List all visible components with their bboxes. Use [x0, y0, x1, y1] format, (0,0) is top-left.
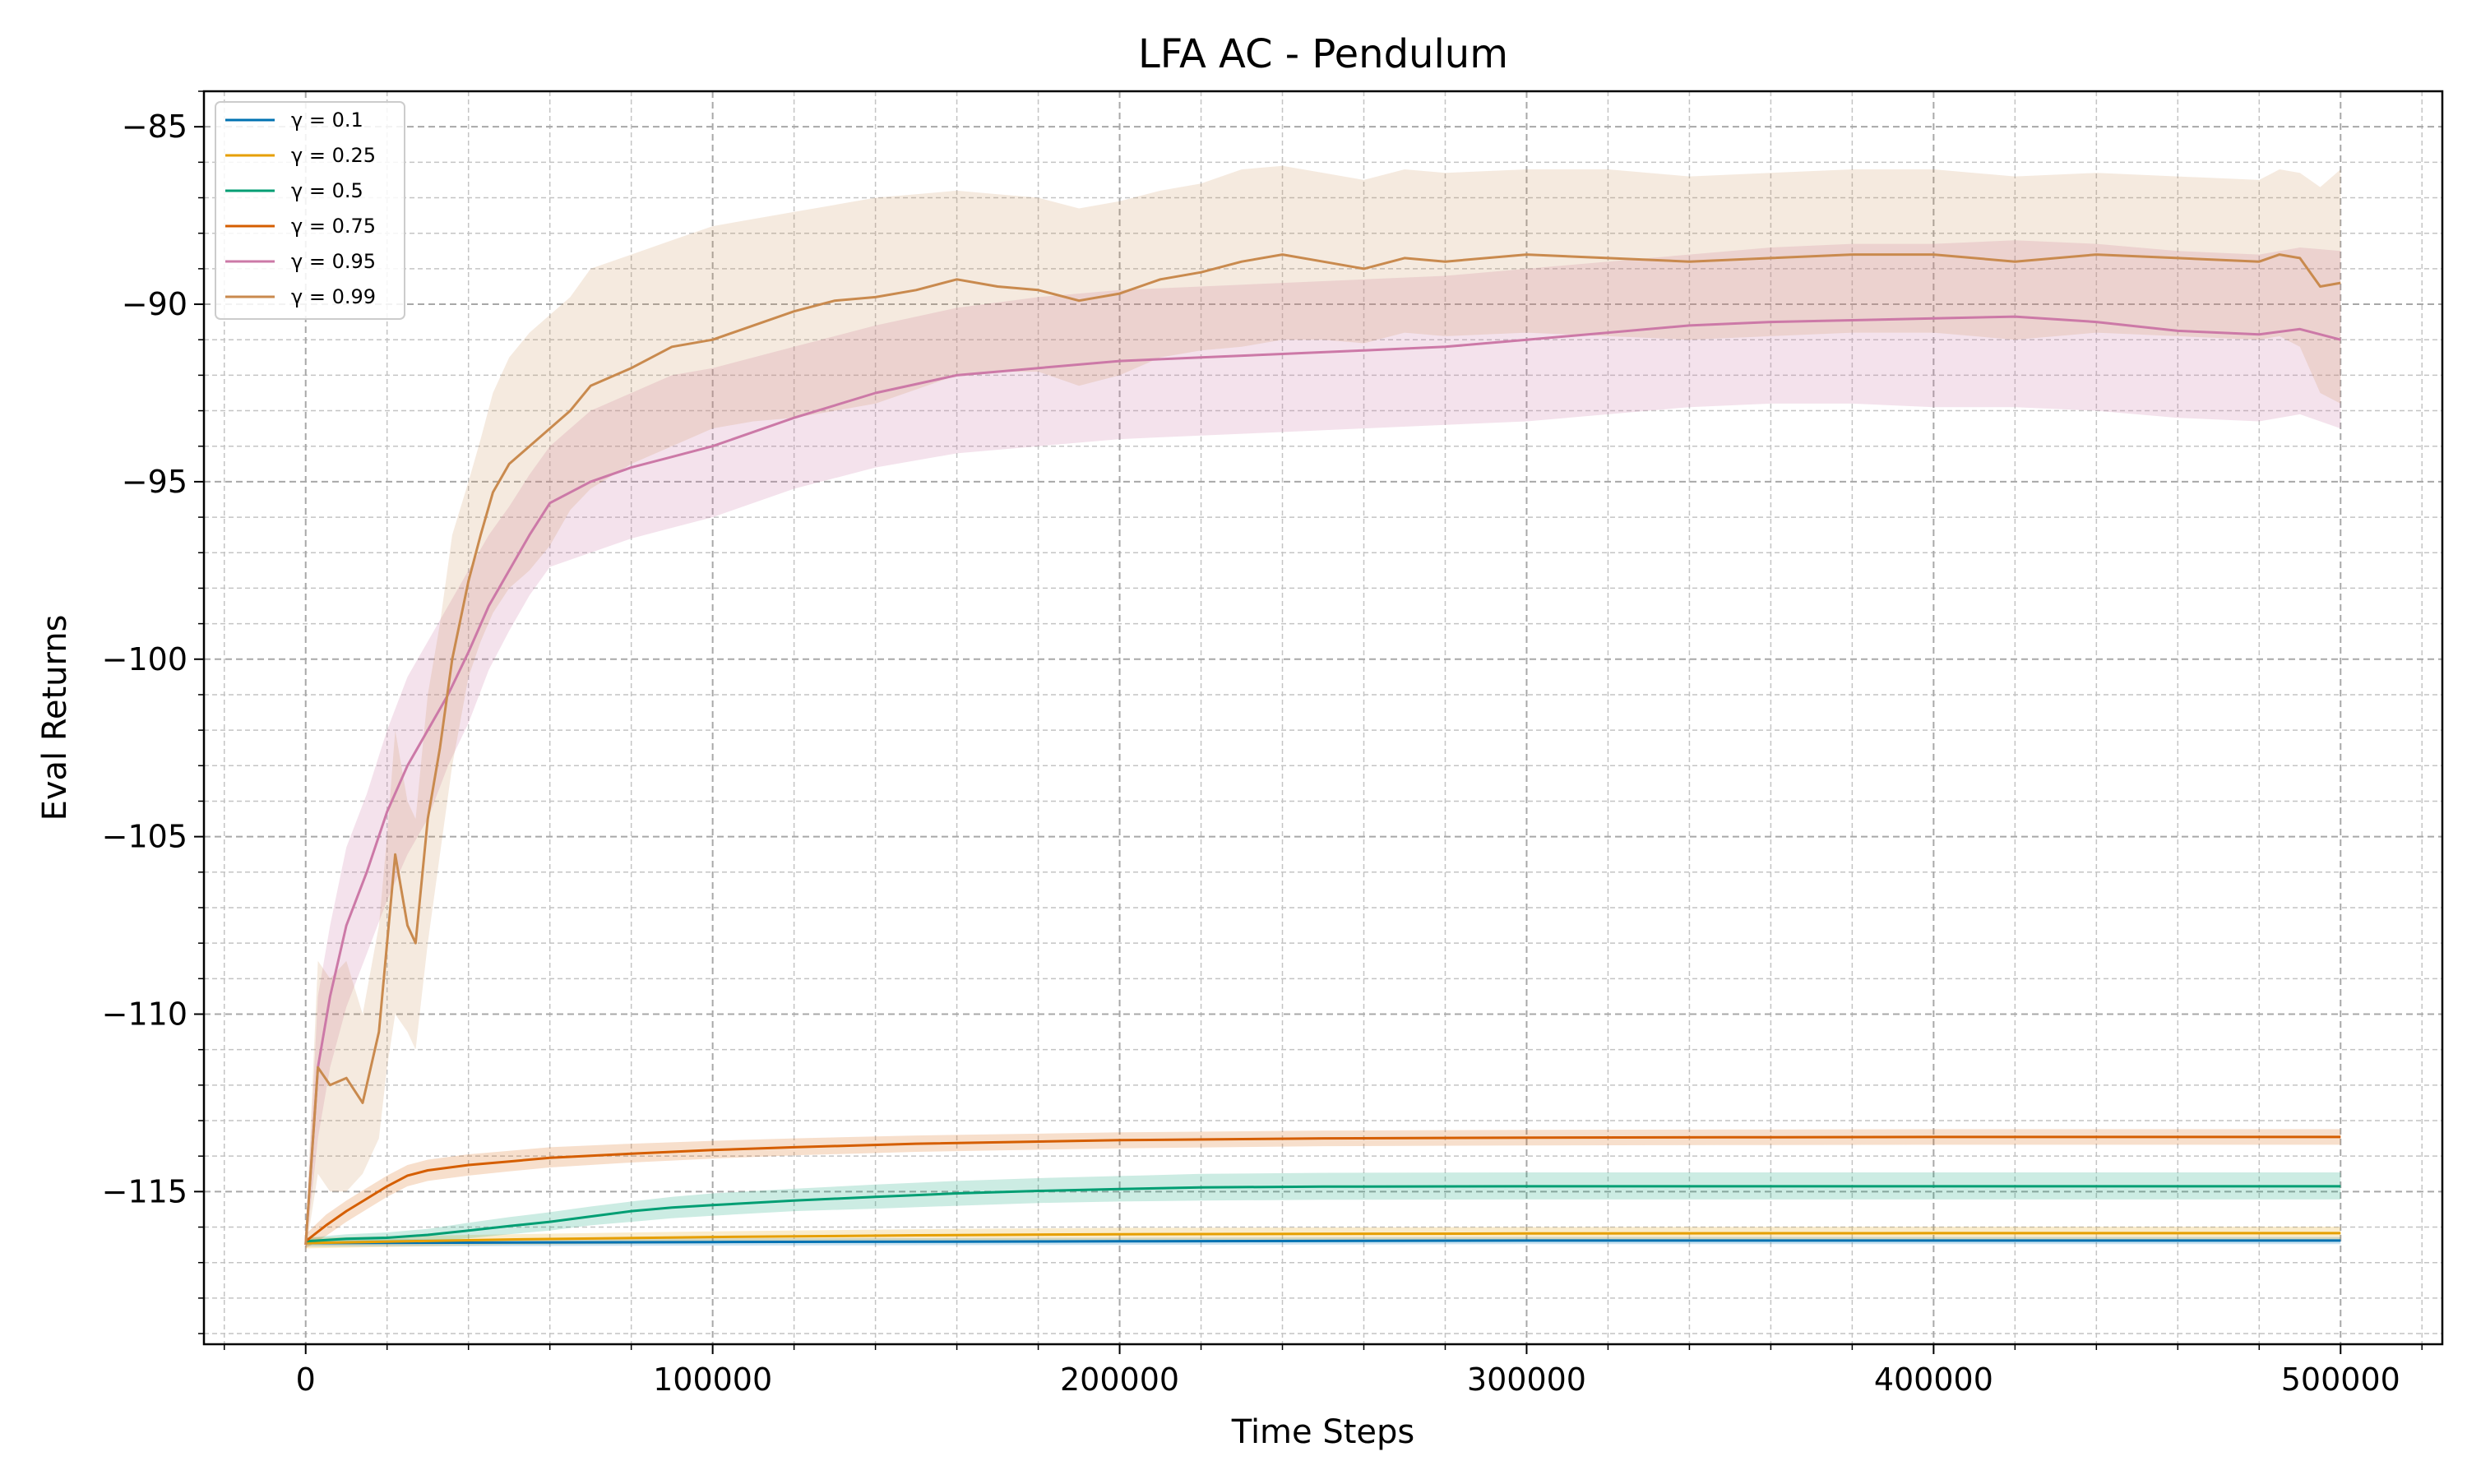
x-tick-label: 500000: [2281, 1361, 2400, 1398]
y-tick-label: −115: [102, 1173, 187, 1209]
series-band: [305, 240, 2341, 1252]
series-line: [304, 253, 2341, 1246]
x-tick-label: 400000: [1874, 1361, 1993, 1398]
plot-frame: [202, 90, 2444, 1346]
legend-label: γ = 0.1: [291, 109, 363, 132]
axis-ticks: 0 100000 200000 300000 400000 500000 −115 −110 −…: [102, 90, 2423, 1398]
grid: [204, 90, 2442, 1344]
y-tick-label: −100: [102, 641, 187, 677]
series-line: [305, 1232, 2341, 1245]
legend-label: γ = 0.5: [291, 179, 363, 202]
legend: γ = 0.1 γ = 0.25 γ = 0.5 γ = 0.75 γ = 0.95 γ …: [215, 101, 405, 320]
series-band: [305, 1172, 2341, 1246]
series-line: [305, 1239, 2341, 1245]
y-tick-label: −110: [102, 996, 187, 1032]
x-tick-label: 200000: [1060, 1361, 1179, 1398]
x-axis-label: Time Steps: [1231, 1413, 1415, 1451]
series-line: [304, 315, 2341, 1246]
series-line: [304, 1135, 2341, 1242]
x-tick-label: 300000: [1467, 1361, 1586, 1398]
x-tick-label: 0: [296, 1361, 316, 1398]
series-lines: [304, 253, 2341, 1246]
y-tick-label: −90: [122, 286, 187, 322]
y-tick-label: −95: [122, 464, 187, 500]
legend-label: γ = 0.95: [291, 250, 376, 273]
legend-label: γ = 0.75: [291, 215, 376, 238]
x-tick-label: 100000: [653, 1361, 772, 1398]
legend-label: γ = 0.99: [291, 285, 376, 308]
series-band: [305, 165, 2341, 1252]
y-tick-label: −85: [122, 109, 187, 145]
legend-label: γ = 0.25: [291, 144, 376, 167]
y-axis-label: Eval Returns: [36, 615, 74, 821]
series-line: [305, 1185, 2341, 1243]
chart-title: LFA AC - Pendulum: [1138, 31, 1508, 77]
series-band: [305, 1129, 2341, 1249]
y-tick-label: −105: [102, 819, 187, 855]
